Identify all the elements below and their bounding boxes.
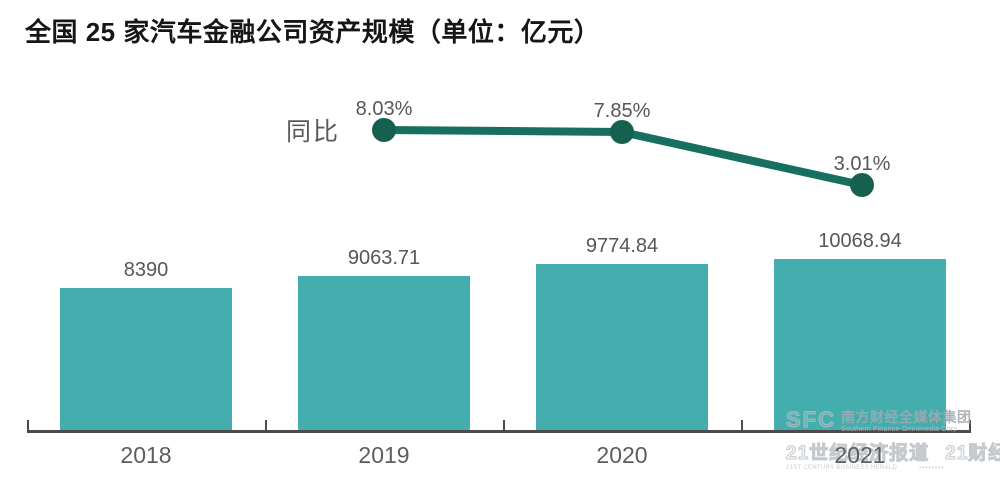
bar-value-label-2019: 9063.71: [347, 247, 421, 269]
x-axis-tick-4: [969, 420, 971, 432]
x-axis-tick-3: [741, 420, 743, 432]
bar-value-label-2021: 10068.94: [818, 230, 902, 252]
watermark-org-en: Southern Finance Omnimedia Corp: [841, 426, 958, 433]
sfc-logo: SFC: [786, 407, 836, 432]
bar-2021: [774, 259, 946, 432]
x-axis-label-2021: 2021: [834, 442, 886, 468]
watermark-logo-row: SFC 南方财经全媒体集团 Southern Finance Omnimedia…: [786, 407, 996, 434]
x-axis-label-2019: 2019: [358, 442, 410, 468]
yoy-point-2020: [610, 120, 634, 144]
x-axis-label-2018: 2018: [120, 442, 172, 468]
bar-2019: [298, 276, 470, 432]
x-axis-line: [27, 430, 971, 433]
x-axis-label-2020: 2020: [596, 442, 648, 468]
line-series-label: 同比: [286, 118, 341, 146]
x-axis-tick-2: [503, 420, 505, 432]
yoy-label-2019: 8.03%: [355, 98, 413, 120]
x-axis-tick-0: [27, 420, 29, 432]
watermark-org: 南方财经全媒体集团 Southern Finance Omnimedia Cor…: [841, 409, 972, 434]
watermark: SFC 南方财经全媒体集团 Southern Finance Omnimedia…: [785, 407, 1000, 471]
yoy-label-2021: 3.01%: [833, 153, 891, 175]
bar-value-label-2020: 9774.84: [585, 235, 659, 257]
bar-2018: [60, 288, 232, 432]
bar-2020: [536, 264, 708, 432]
chart-title: 全国 25 家汽车金融公司资产规模（单位：亿元）: [25, 17, 601, 47]
watermark-brands-row: 21世纪经济报道 21财经: [785, 443, 1000, 464]
watermark-brand2: 21财经: [945, 443, 1000, 464]
watermark-brand1: 21世纪经济报道: [785, 443, 930, 464]
watermark-subtext-row: 21ST CENTURY BUSINESS HERALD ▪▪▪▪▪▪▪▪: [786, 465, 996, 471]
watermark-org-cn: 南方财经全媒体集团: [841, 409, 972, 425]
bar-value-label-2018: 8390: [123, 259, 169, 281]
x-axis-tick-1: [265, 420, 267, 432]
yoy-label-2020: 7.85%: [593, 100, 651, 122]
watermark-brand1-sub: 21ST CENTURY BUSINESS HERALD: [786, 465, 898, 471]
watermark-brand2-sub: ▪▪▪▪▪▪▪▪: [919, 465, 945, 471]
yoy-point-2019: [372, 118, 396, 142]
yoy-point-2021: [850, 173, 874, 197]
